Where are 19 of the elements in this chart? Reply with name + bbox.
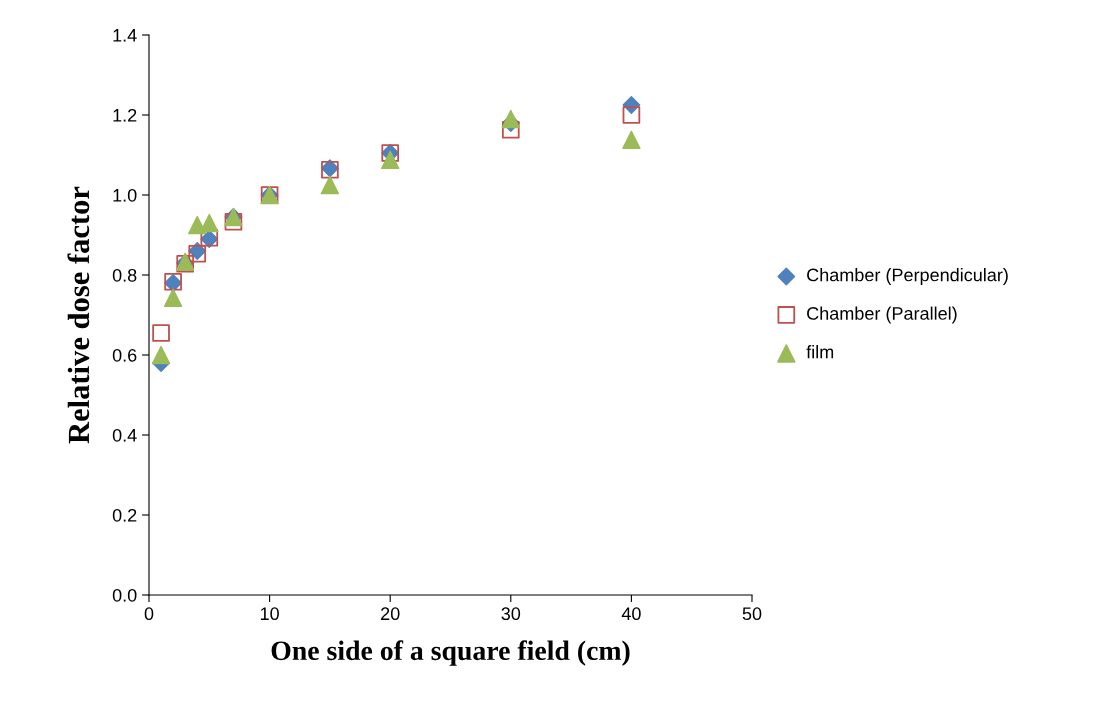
y-tick-label: 0.0 bbox=[112, 588, 137, 602]
x-tick-label: 10 bbox=[260, 607, 279, 621]
y-axis-title: Relative dose factor bbox=[67, 186, 90, 444]
x-axis-title: One side of a square field (cm) bbox=[271, 640, 630, 666]
x-tick-label: 0 bbox=[144, 607, 154, 621]
legend-label: Chamber (Perpendicular) bbox=[807, 268, 1008, 285]
y-tick-label: 0.4 bbox=[112, 428, 137, 442]
x-tick-label: 50 bbox=[742, 607, 762, 621]
y-tick-label: 1.2 bbox=[113, 108, 137, 122]
x-tick-label: 20 bbox=[381, 607, 400, 621]
y-tick-label: 0.6 bbox=[112, 348, 137, 362]
legend-label: Chamber (Parallel) bbox=[807, 306, 957, 324]
y-tick-label: 0.8 bbox=[112, 268, 137, 282]
x-tick-label: 30 bbox=[501, 607, 521, 621]
y-tick-label: 1.4 bbox=[113, 29, 137, 42]
legend-label: film bbox=[806, 345, 834, 359]
y-tick-label: 1.0 bbox=[113, 188, 137, 202]
y-tick-label: 0.2 bbox=[112, 508, 137, 522]
x-tick-label: 40 bbox=[621, 607, 641, 621]
